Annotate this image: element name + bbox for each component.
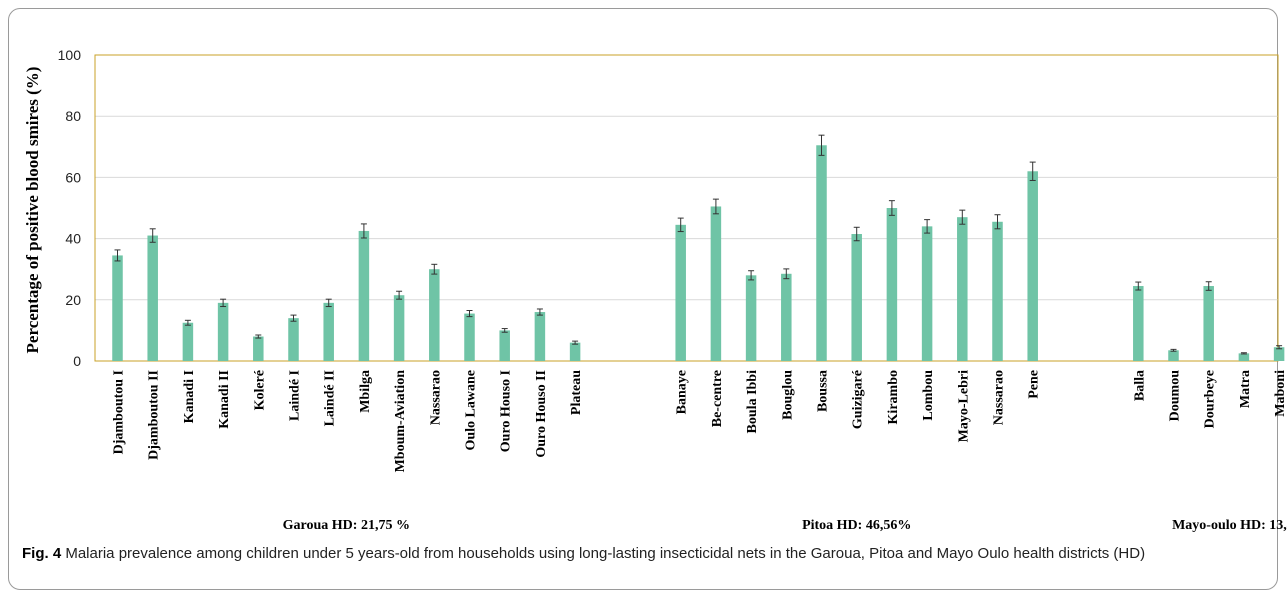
x-tick-label: Mbilga: [358, 370, 373, 413]
x-tick-label: Boussa: [816, 370, 831, 412]
x-tick-label: Kanadi I: [182, 370, 197, 423]
bar: [851, 234, 862, 361]
figure-caption: Fig. 4 Malaria prevalence among children…: [22, 544, 1262, 563]
y-tick-label: 40: [65, 231, 81, 247]
bar: [288, 318, 299, 361]
x-tick-label: Doumou: [1168, 370, 1183, 422]
x-tick-label: Mboum-Aviation: [393, 370, 408, 473]
x-tick-label: Lombou: [921, 370, 936, 421]
figure-label: Fig. 4: [22, 545, 62, 562]
x-tick-label: Laindé I: [288, 370, 303, 421]
x-tick-label: Plateau: [569, 370, 584, 415]
bar: [323, 302, 334, 361]
y-tick-label: 0: [73, 353, 81, 369]
bar: [992, 221, 1003, 361]
y-tick-label: 20: [65, 292, 81, 308]
x-tick-label: Bouglou: [780, 370, 795, 420]
y-tick-label: 100: [58, 47, 82, 63]
bar: [957, 217, 968, 361]
x-tick-label: Pene: [1027, 370, 1042, 399]
bar: [816, 145, 827, 361]
x-tick-label: Oulo Lawane: [464, 370, 479, 451]
bar: [1238, 353, 1250, 361]
bar: [182, 322, 194, 361]
bar: [358, 230, 370, 361]
caption-text: Malaria prevalence among children under …: [65, 545, 1146, 562]
bar: [781, 273, 792, 361]
bar: [921, 226, 933, 361]
y-tick-label: 60: [65, 169, 81, 185]
x-tick-label: Balla: [1132, 370, 1147, 401]
bar: [147, 235, 158, 361]
bar: [1133, 286, 1144, 361]
x-tick-label: Nassarao: [992, 370, 1007, 425]
district-label: Garoua HD: 21,75 %: [283, 518, 410, 533]
x-tick-label: Koleré: [252, 370, 267, 410]
bar: [253, 336, 264, 361]
district-label: Mayo-oulo HD: 13,46 %: [1172, 518, 1287, 533]
bar: [429, 269, 440, 361]
x-tick-label: Laindé II: [323, 370, 338, 426]
bar: [745, 275, 757, 361]
district-label: Pitoa HD: 46,56%: [802, 518, 911, 533]
x-tick-label: Kanadi II: [217, 370, 232, 429]
bar: [569, 342, 581, 361]
bar: [675, 224, 686, 361]
bar: [112, 255, 123, 361]
bar: [886, 208, 898, 361]
bar: [1203, 286, 1214, 361]
x-tick-label: Guizigaré: [851, 370, 866, 429]
x-tick-label: Kirambo: [886, 370, 901, 424]
y-axis-label: Percentage of positive blood smires (%): [23, 67, 42, 354]
bar: [1027, 171, 1038, 361]
bar: [393, 295, 405, 361]
bar: [1273, 347, 1285, 361]
x-tick-label: Be-centre: [710, 370, 725, 427]
x-tick-label: Dourbeye: [1203, 370, 1218, 428]
x-tick-label: Djamboutou I: [112, 370, 127, 454]
bar-chart: 0 20 40 60 80 100 Percentage of positive blood…: [23, 47, 1287, 533]
x-tick-label: Maboni: [1273, 370, 1287, 417]
x-tick-label: Matra: [1238, 370, 1253, 408]
x-tick-label: Ouro Houso II: [534, 370, 549, 458]
y-tick-label: 80: [65, 108, 81, 124]
x-tick-label: Djamboutou II: [147, 370, 162, 460]
bar: [534, 312, 546, 361]
bar: [499, 330, 510, 361]
bar: [1168, 350, 1179, 361]
figure-frame: [8, 8, 1278, 590]
x-tick-label: Mayo-Lebri: [956, 370, 971, 442]
bar: [217, 302, 229, 361]
x-tick-label: Banaye: [675, 370, 690, 414]
plot-area: [94, 54, 1279, 362]
bar: [710, 206, 722, 361]
x-tick-label: Nassarao: [428, 370, 443, 425]
x-tick-label: Ouro Houso I: [499, 370, 514, 452]
x-tick-label: Boula Ibbi: [745, 370, 760, 434]
bar: [464, 313, 475, 361]
